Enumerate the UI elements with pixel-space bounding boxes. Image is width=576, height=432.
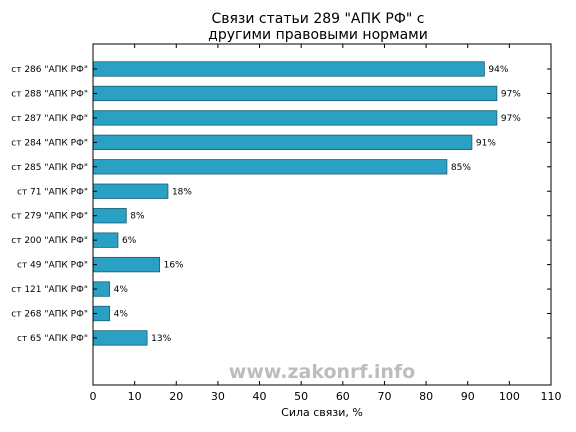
category-label: ст 200 "АПК РФ"	[11, 236, 88, 246]
value-label: 97%	[501, 89, 521, 99]
category-labels: ст 286 "АПК РФ" ст 288 "АПК РФ" ст 287 "АП…	[11, 65, 88, 344]
value-label: 13%	[151, 334, 171, 344]
category-label: ст 71 "АПК РФ"	[17, 187, 88, 197]
x-tick-label: 0	[90, 390, 97, 403]
value-label: 16%	[164, 261, 184, 271]
bars	[92, 61, 551, 346]
x-tick-label: 70	[377, 390, 391, 403]
category-label: ст 268 "АПК РФ"	[11, 310, 88, 320]
chart-title-line-2: другими правовыми нормами	[208, 27, 428, 43]
value-label: 85%	[451, 163, 471, 173]
plot-frame	[92, 43, 552, 386]
bar	[92, 183, 169, 199]
value-label: 4%	[114, 285, 129, 295]
x-tick-label: 20	[169, 390, 183, 403]
value-label: 18%	[172, 187, 192, 197]
value-label: 6%	[122, 236, 137, 246]
x-axis-ticks: 0 10 20 30 40 50 60 70 80 90 100 110	[90, 44, 562, 403]
value-label: 91%	[476, 138, 496, 148]
value-labels: 94% 97% 97% 91% 85% 18% 8% 6% 16% 4% 4% 13%	[114, 65, 522, 344]
bar	[92, 208, 127, 224]
x-tick-label: 30	[211, 390, 225, 403]
value-label: 97%	[501, 114, 521, 124]
x-tick-label: 110	[541, 390, 562, 403]
category-label: ст 284 "АПК РФ"	[11, 138, 88, 148]
category-label: ст 65 "АПК РФ"	[17, 334, 88, 344]
category-label: ст 288 "АПК РФ"	[11, 89, 88, 99]
x-tick-label: 80	[419, 390, 433, 403]
category-label: ст 279 "АПК РФ"	[11, 212, 88, 222]
bar	[92, 85, 498, 102]
x-tick-label: 100	[499, 390, 520, 403]
x-tick-label: 40	[253, 390, 267, 403]
value-label: 94%	[488, 65, 508, 75]
category-label: ст 286 "АПК РФ"	[11, 65, 88, 75]
bar	[92, 159, 448, 175]
bar	[92, 330, 148, 346]
bar	[92, 110, 498, 126]
x-tick-label: 90	[461, 390, 475, 403]
value-label: 8%	[130, 212, 145, 222]
category-label: ст 121 "АПК РФ"	[11, 285, 88, 295]
x-tick-label: 60	[336, 390, 350, 403]
chart-title-line-1: Связи статьи 289 "АПК РФ" с	[211, 11, 424, 27]
category-label: ст 285 "АПК РФ"	[11, 163, 88, 173]
x-axis-label: Сила связи, %	[281, 406, 363, 419]
category-label: ст 49 "АПК РФ"	[17, 261, 88, 271]
bar	[92, 61, 485, 77]
value-label: 4%	[114, 310, 129, 320]
bar	[92, 134, 473, 151]
x-tick-label: 50	[294, 390, 308, 403]
bar	[92, 256, 161, 273]
x-tick-label: 10	[128, 390, 142, 403]
watermark: www.zakonrf.info	[229, 361, 415, 383]
category-label: ст 287 "АПК РФ"	[11, 114, 88, 124]
